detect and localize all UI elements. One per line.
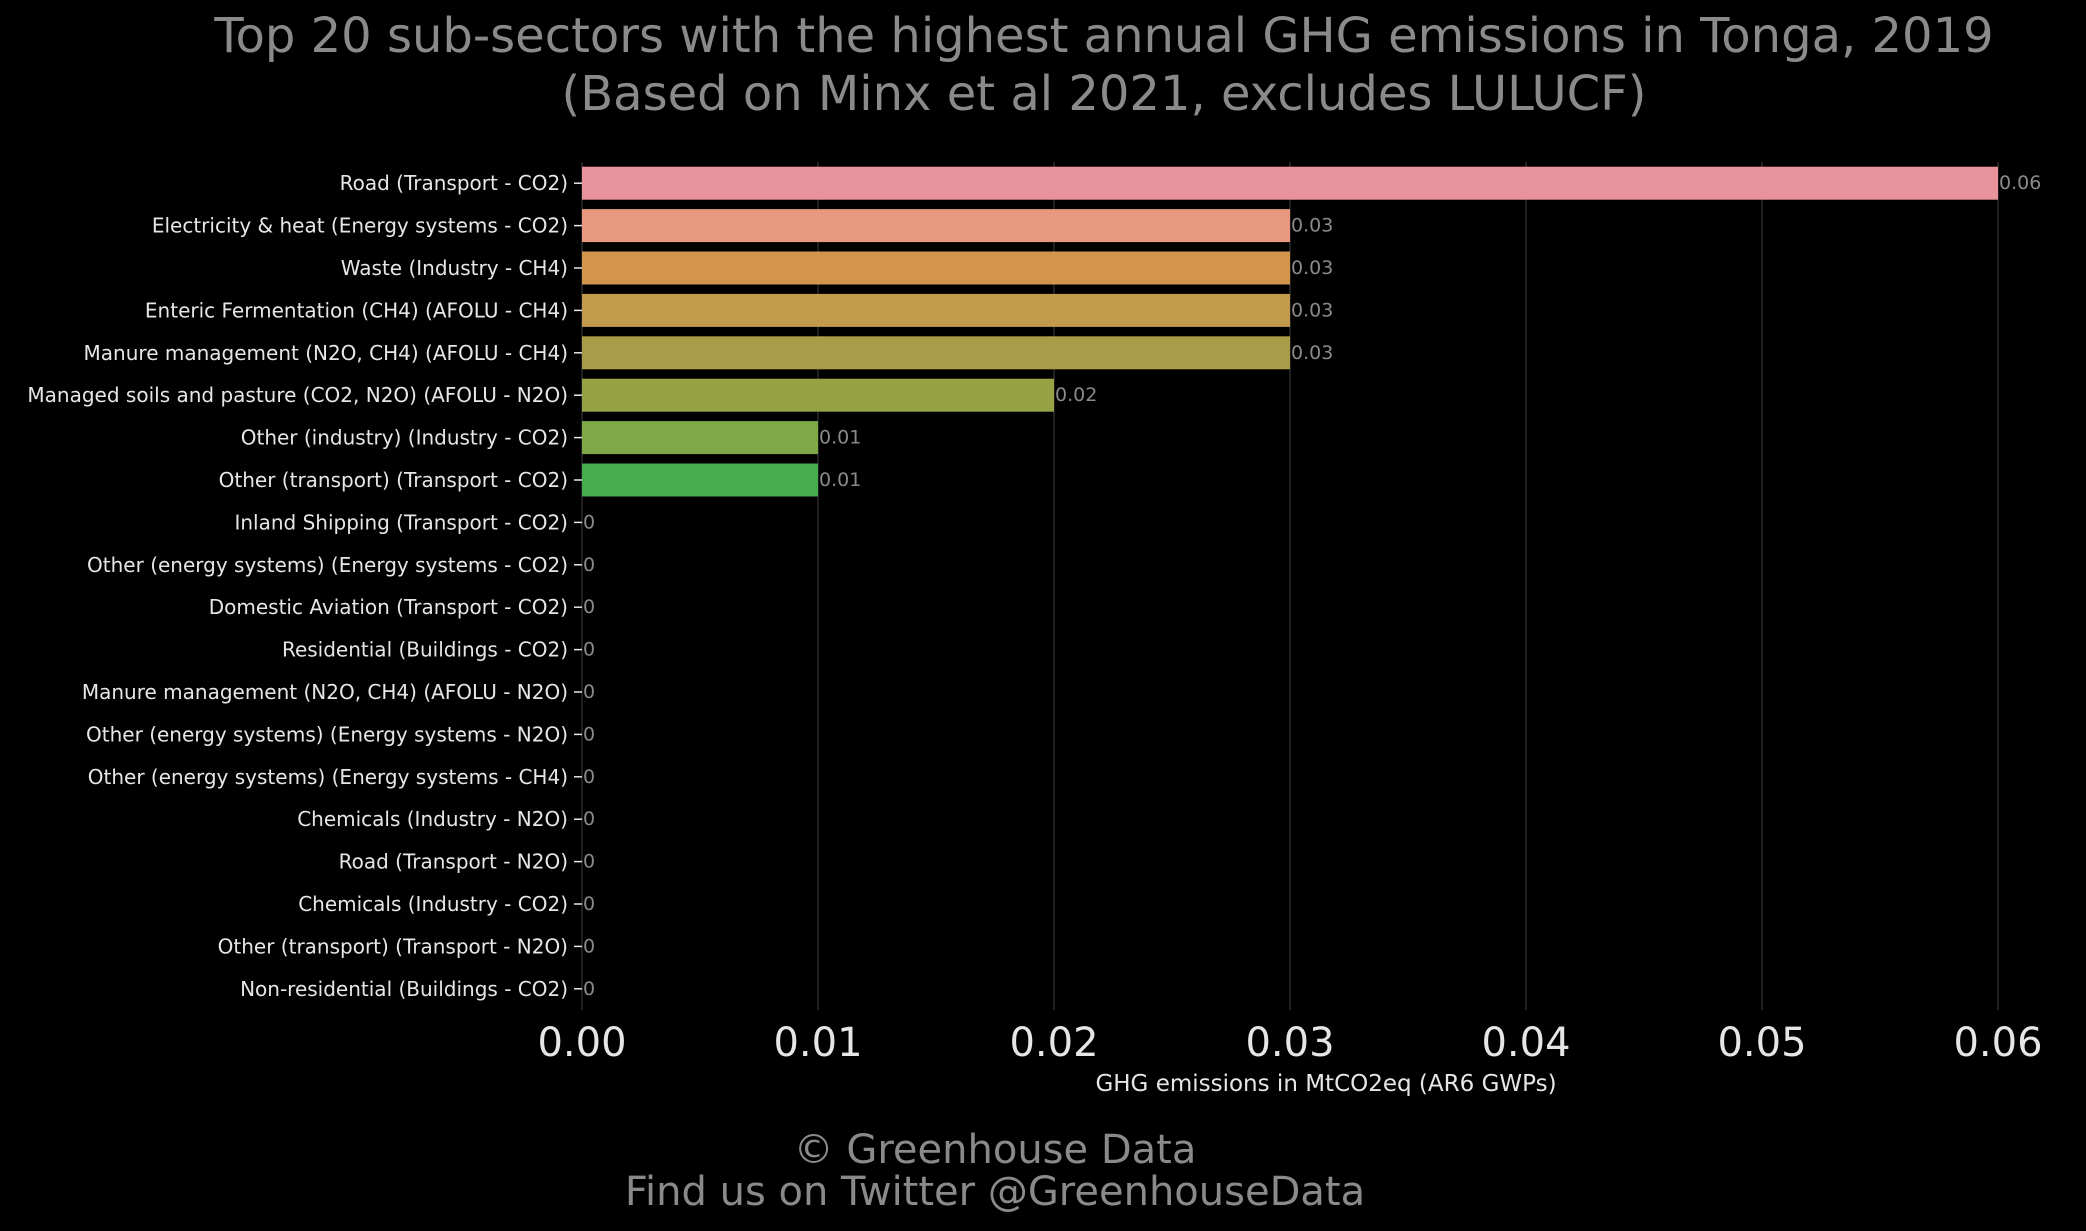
x-tick-label: 0.00	[537, 1020, 626, 1066]
credit-twitter: Find us on Twitter @GreenhouseData	[625, 1169, 1365, 1215]
value-label: 0	[583, 554, 595, 576]
category-label: Managed soils and pasture (CO2, N2O) (AF…	[27, 383, 568, 407]
value-label: 0.01	[819, 427, 861, 449]
category-label: Other (energy systems) (Energy systems -…	[88, 765, 568, 789]
category-label: Chemicals (Industry - CO2)	[298, 892, 568, 916]
bar	[582, 463, 818, 497]
category-label: Other (energy systems) (Energy systems -…	[86, 722, 568, 746]
value-label: 0.03	[1291, 215, 1333, 237]
value-label: 0	[583, 681, 595, 703]
x-tick-label: 0.01	[773, 1020, 862, 1066]
category-label: Electricity & heat (Energy systems - CO2…	[152, 214, 568, 238]
value-label: 0	[583, 893, 595, 915]
bar	[582, 166, 1998, 200]
bar	[582, 293, 1290, 327]
value-labels: 0.06 0.03 0.03 0.03 0.03 0.02 0.01 0.01 0 0 0 0 0 0 0 0…	[583, 172, 2041, 1000]
category-label: Other (transport) (Transport - CO2)	[219, 468, 568, 492]
value-label: 0	[583, 511, 595, 533]
value-label: 0	[583, 808, 595, 830]
value-label: 0.03	[1291, 342, 1333, 364]
x-axis-title: GHG emissions in MtCO2eq (AR6 GWPs)	[1095, 1071, 1556, 1097]
bar	[582, 336, 1290, 370]
category-label: Domestic Aviation (Transport - CO2)	[209, 595, 568, 619]
value-label: 0	[583, 639, 595, 661]
category-label: Road (Transport - N2O)	[339, 850, 568, 874]
category-label: Chemicals (Industry - N2O)	[297, 807, 568, 831]
bars	[582, 166, 1998, 497]
category-label: Manure management (N2O, CH4) (AFOLU - N2…	[82, 680, 568, 704]
x-tick-label: 0.03	[1245, 1020, 1334, 1066]
bar	[582, 251, 1290, 285]
value-label: 0.03	[1291, 257, 1333, 279]
credit-copyright: © Greenhouse Data	[794, 1127, 1197, 1173]
category-label: Residential (Buildings - CO2)	[282, 638, 568, 662]
value-label: 0	[583, 978, 595, 1000]
category-label: Manure management (N2O, CH4) (AFOLU - CH…	[84, 341, 568, 365]
chart-title: Top 20 sub-sectors with the highest annu…	[213, 8, 1993, 64]
bar	[582, 421, 818, 455]
x-tick-label: 0.06	[1953, 1020, 2042, 1066]
category-label: Other (industry) (Industry - CO2)	[241, 426, 568, 450]
x-tick-label: 0.05	[1717, 1020, 1806, 1066]
value-label: 0	[583, 723, 595, 745]
chart-subtitle: (Based on Minx et al 2021, excludes LULU…	[562, 66, 1647, 122]
value-label: 0	[583, 851, 595, 873]
category-label: Other (energy systems) (Energy systems -…	[87, 553, 568, 577]
x-tick-label: 0.02	[1009, 1020, 1098, 1066]
category-label: Road (Transport - CO2)	[340, 171, 568, 195]
value-label: 0.01	[819, 469, 861, 491]
x-axis-ticks: 0.00 0.01 0.02 0.03 0.04 0.05 0.06	[537, 1020, 2042, 1066]
value-label: 0.03	[1291, 299, 1333, 321]
bar	[582, 378, 1054, 412]
category-labels: Road (Transport - CO2) Electricity & heat…	[27, 171, 582, 1001]
bar	[582, 209, 1290, 243]
value-label: 0	[583, 766, 595, 788]
value-label: 0.06	[1999, 172, 2041, 194]
category-label: Enteric Fermentation (CH4) (AFOLU - CH4)	[145, 298, 568, 322]
category-label: Inland Shipping (Transport - CO2)	[234, 510, 568, 534]
x-tick-label: 0.04	[1481, 1020, 1570, 1066]
value-label: 0.02	[1055, 384, 1097, 406]
value-label: 0	[583, 935, 595, 957]
value-label: 0	[583, 596, 595, 618]
category-label: Non-residential (Buildings - CO2)	[240, 977, 568, 1001]
category-label: Other (transport) (Transport - N2O)	[218, 934, 568, 958]
category-label: Waste (Industry - CH4)	[341, 256, 568, 280]
